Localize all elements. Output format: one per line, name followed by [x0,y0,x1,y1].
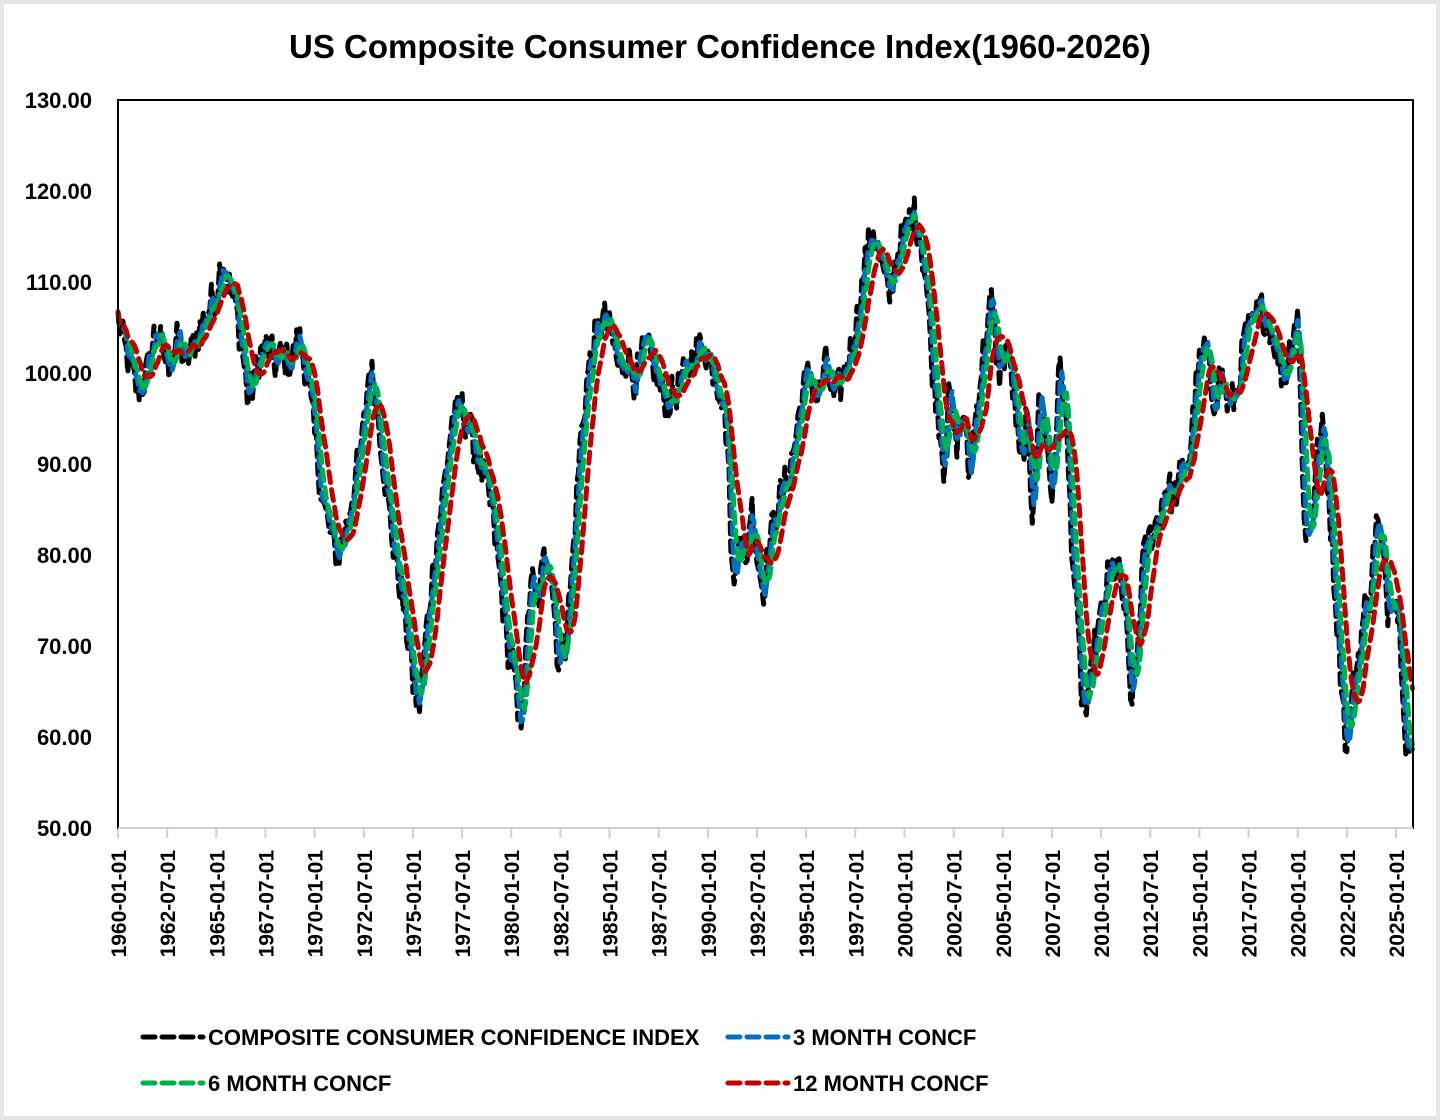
legend-item-composite[interactable]: COMPOSITE CONSUMER CONFIDENCE INDEX [140,1025,700,1050]
x-tick-label: 2020-01-01 [1288,850,1311,958]
x-tick-label: 2012-07-01 [1140,850,1163,958]
x-tick-label: 1975-01-01 [403,850,426,958]
x-tick-label: 1980-01-01 [501,850,524,958]
y-axis: 130.00 120.00 110.00 100.00 90.00 80.00 70.00 6… [25,88,92,841]
legend-label-3-month: 3 MONTH CONCF [793,1025,976,1050]
x-axis: 1960-01-01 1962-07-01 1965-01-01 1967-07-01… [108,828,1409,957]
x-tick-label: 2022-07-01 [1337,850,1360,958]
x-tick-label: 1972-07-01 [354,850,377,958]
legend-item-3-month[interactable]: 3 MONTH CONCF [725,1025,976,1050]
x-tick-label: 2005-01-01 [993,850,1016,958]
y-tick-label: 50.00 [37,816,92,841]
series-composite-index [115,195,1415,757]
x-tick-label: 1995-01-01 [796,850,819,958]
y-tick-label: 90.00 [37,452,92,477]
x-tick-label: 1960-01-01 [108,850,131,958]
series-layer [115,195,1415,757]
y-tick-label: 110.00 [26,270,92,295]
y-tick-label: 60.00 [37,725,92,750]
legend-label-composite: COMPOSITE CONSUMER CONFIDENCE INDEX [208,1025,700,1050]
plot-area-border [117,99,1414,829]
y-tick-label: 80.00 [37,543,92,568]
legend: COMPOSITE CONSUMER CONFIDENCE INDEX 3 MO… [140,1025,989,1096]
x-tick-label: 2015-01-01 [1189,850,1212,958]
x-tick-label: 2007-07-01 [1042,850,1065,958]
legend-label-6-month: 6 MONTH CONCF [208,1071,391,1096]
y-tick-label: 120.00 [25,179,92,204]
x-tick-label: 1977-07-01 [452,850,475,958]
x-tick-label: 2017-07-01 [1239,850,1262,958]
legend-item-12-month[interactable]: 12 MONTH CONCF [725,1071,989,1096]
legend-label-12-month: 12 MONTH CONCF [793,1071,989,1096]
series-3-month-concf [115,210,1415,752]
series-6-month-concf [115,212,1415,747]
chart-title: US Composite Consumer Confidence Index(1… [289,28,1151,65]
y-tick-label: 130.00 [25,88,92,113]
chart-canvas: US Composite Consumer Confidence Index(1… [25,28,1415,1096]
y-tick-label: 100.00 [25,361,92,386]
x-tick-label: 1997-07-01 [845,850,868,958]
x-tick-label: 1962-07-01 [157,850,180,958]
legend-item-6-month[interactable]: 6 MONTH CONCF [140,1071,391,1096]
x-tick-label: 1982-07-01 [550,850,573,958]
chart-frame: US Composite Consumer Confidence Index(1… [4,4,1436,1116]
x-tick-label: 1985-01-01 [600,850,623,958]
x-tick-label: 1992-07-01 [747,850,770,958]
x-tick-label: 2025-01-01 [1386,850,1409,958]
x-tick-label: 2010-01-01 [1091,850,1114,958]
x-tick-label: 1965-01-01 [206,850,229,958]
x-tick-label: 1987-07-01 [649,850,672,958]
x-tick-label: 1990-01-01 [698,850,721,958]
series-12-month-concf [115,222,1415,705]
y-tick-label: 70.00 [37,634,92,659]
x-tick-label: 2002-07-01 [944,850,967,958]
x-tick-label: 2000-01-01 [894,850,917,958]
x-tick-label: 1970-01-01 [305,850,328,958]
x-tick-label: 1967-07-01 [255,850,278,958]
